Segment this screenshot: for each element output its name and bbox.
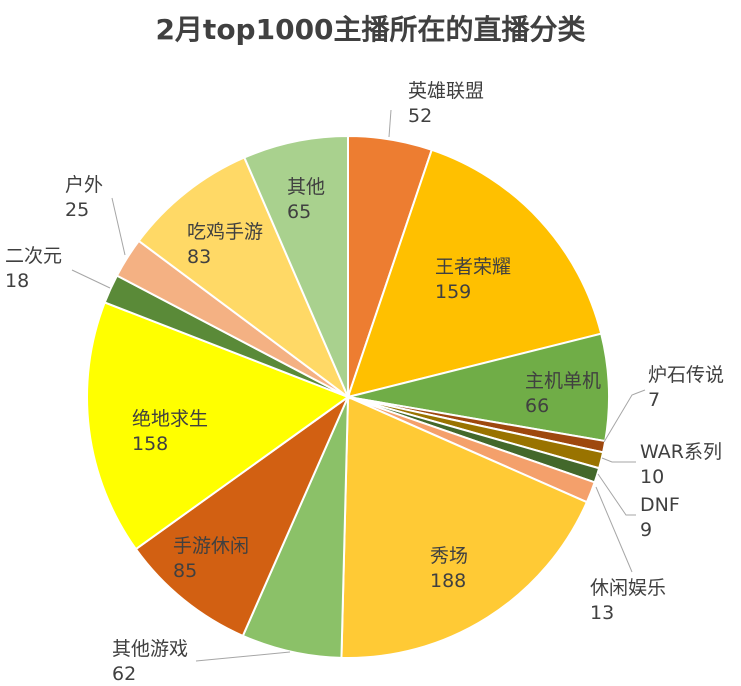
slice-value: 65: [287, 201, 311, 223]
slice-label: 英雄联盟: [408, 80, 484, 102]
slice-value: 66: [525, 395, 549, 417]
slice-labels: 英雄联盟 52 王者荣耀 159 主机单机 66 炉石传说 7 WAR系列 10 DNF 9 休闲娱乐 1…: [5, 80, 724, 685]
slice-value: 9: [640, 519, 652, 541]
leader-line: [595, 486, 633, 573]
slice-value: 13: [590, 602, 614, 624]
pie-slice: [346, 148, 603, 399]
slice-label: 户外: [65, 174, 103, 196]
slice-label: WAR系列: [640, 441, 722, 463]
slice-label: 其他游戏: [112, 638, 188, 660]
leader-line: [603, 389, 646, 443]
slice-value: 7: [648, 389, 660, 411]
slice-label: 绝地求生: [132, 408, 208, 430]
slice-value: 52: [408, 105, 432, 127]
pie-slices: [86, 134, 610, 659]
slice-label: 王者荣耀: [435, 256, 511, 278]
pie-slice: [243, 134, 349, 398]
leader-line: [71, 269, 111, 289]
leader-line: [388, 109, 392, 138]
slice-value: 62: [112, 663, 136, 685]
slice-label: 炉石传说: [648, 364, 724, 386]
slice-value: 158: [132, 433, 168, 455]
slice-value: 188: [430, 570, 466, 592]
pie-slice: [340, 395, 589, 659]
pie-slice: [86, 301, 351, 551]
slice-label: 其他: [287, 176, 325, 198]
pie-slice: [137, 156, 351, 401]
chart-title: 2月top1000主播所在的直播分类: [155, 13, 586, 46]
slice-value: 10: [640, 466, 664, 488]
slice-label: 手游休闲: [173, 535, 249, 557]
slice-value: 83: [187, 246, 211, 268]
leader-line: [601, 457, 636, 463]
slice-value: 159: [435, 281, 471, 303]
leader-line: [195, 651, 291, 662]
leader-lines: [71, 109, 646, 662]
slice-label: 吃鸡手游: [187, 221, 263, 243]
slice-label: 二次元: [5, 245, 62, 267]
leader-line: [111, 197, 126, 256]
slice-value: 18: [5, 270, 29, 292]
pie-slice: [134, 394, 351, 638]
slice-label: 休闲娱乐: [590, 577, 666, 599]
slice-label: 主机单机: [525, 370, 601, 392]
slice-value: 85: [173, 560, 197, 582]
slice-label: DNF: [640, 494, 680, 516]
leader-line: [597, 473, 636, 516]
slice-label: 秀场: [430, 545, 468, 567]
slice-value: 25: [65, 199, 89, 221]
